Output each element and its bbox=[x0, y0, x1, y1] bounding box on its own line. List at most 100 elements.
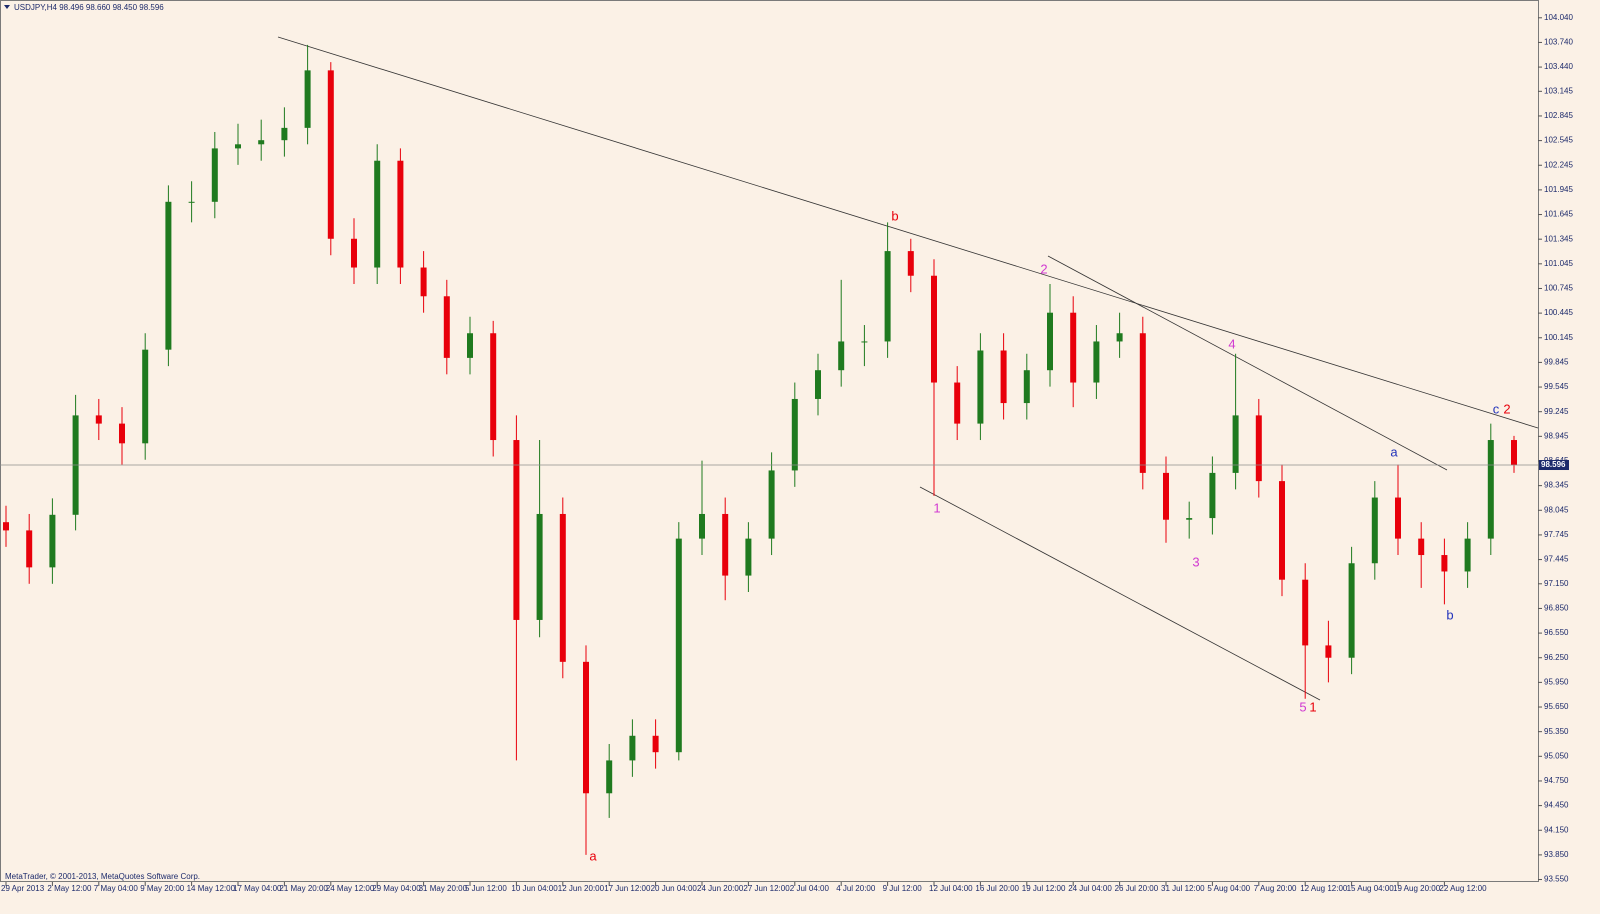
candle-body bbox=[606, 760, 613, 794]
plot-area bbox=[0, 0, 1539, 882]
y-tick-label: 96.550 bbox=[1544, 628, 1569, 637]
y-tick-label: 97.745 bbox=[1544, 530, 1569, 539]
y-tick-label: 93.850 bbox=[1544, 850, 1569, 859]
candle-body bbox=[652, 735, 659, 753]
y-tick-label: 98.045 bbox=[1544, 505, 1569, 514]
y-tick-label: 103.440 bbox=[1544, 62, 1573, 71]
candle-body bbox=[583, 661, 589, 794]
candle-body bbox=[1047, 312, 1053, 371]
x-tick-label: 5 Jun 12:00 bbox=[465, 884, 507, 893]
candle-body bbox=[1186, 518, 1193, 520]
y-tick-label: 98.345 bbox=[1544, 481, 1569, 490]
candle-body bbox=[1232, 415, 1239, 473]
candle-body bbox=[188, 201, 195, 203]
candle-body bbox=[420, 267, 427, 297]
y-tick-label: 104.040 bbox=[1544, 13, 1573, 22]
y-tick-label: 94.150 bbox=[1544, 825, 1569, 834]
x-tick-label: 2 May 12:00 bbox=[47, 884, 92, 893]
x-tick-label: 24 Jun 20:00 bbox=[697, 884, 744, 893]
candle-body bbox=[281, 127, 288, 141]
candle-body bbox=[536, 513, 543, 620]
candle-body bbox=[1464, 538, 1471, 572]
x-tick-label: 31 Jul 12:00 bbox=[1161, 884, 1205, 893]
y-tick-label: 95.650 bbox=[1544, 702, 1569, 711]
x-tick-label: 12 Jul 04:00 bbox=[929, 884, 973, 893]
x-tick-label: 21 May 20:00 bbox=[279, 884, 328, 893]
candle-body bbox=[1487, 440, 1494, 539]
y-tick-label: 101.045 bbox=[1544, 259, 1573, 268]
x-tick-label: 24 May 12:00 bbox=[326, 884, 375, 893]
y-tick-label: 99.845 bbox=[1544, 358, 1569, 367]
candle-body bbox=[1209, 472, 1216, 519]
y-tick-label: 97.150 bbox=[1544, 579, 1569, 588]
candle-body bbox=[1348, 563, 1355, 658]
x-tick-label: 17 Jun 12:00 bbox=[604, 884, 651, 893]
x-tick-label: 20 Jun 04:00 bbox=[651, 884, 698, 893]
candle-body bbox=[699, 513, 705, 539]
candle-body bbox=[722, 513, 729, 576]
candle-body bbox=[374, 160, 381, 268]
y-tick-label: 98.945 bbox=[1544, 431, 1569, 440]
x-tick-label: 9 May 20:00 bbox=[140, 884, 185, 893]
x-tick-label: 17 May 04:00 bbox=[233, 884, 282, 893]
y-tick-label: 95.050 bbox=[1544, 751, 1569, 760]
candle-body bbox=[49, 514, 56, 568]
wave-label: 2 bbox=[1503, 401, 1510, 416]
menu-arrow[interactable] bbox=[4, 5, 10, 9]
x-tick-label: 24 Jul 04:00 bbox=[1068, 884, 1112, 893]
x-tick-label: 29 Apr 2013 bbox=[1, 884, 45, 893]
x-tick-label: 26 Jul 20:00 bbox=[1115, 884, 1159, 893]
wave-label: 5 bbox=[1299, 699, 1306, 714]
candle-body bbox=[467, 333, 473, 358]
candle-body bbox=[815, 370, 821, 399]
wave-label: 1 bbox=[1309, 699, 1316, 714]
candle-body bbox=[1325, 645, 1332, 658]
candle-body bbox=[1418, 538, 1425, 556]
candle-body bbox=[95, 415, 102, 424]
candle-body bbox=[629, 735, 636, 761]
y-tick-label: 103.145 bbox=[1544, 86, 1573, 95]
y-tick-label: 102.845 bbox=[1544, 111, 1573, 120]
wave-label: c bbox=[1493, 401, 1500, 416]
y-tick-label: 96.850 bbox=[1544, 604, 1569, 613]
candle-body bbox=[258, 140, 265, 145]
candle-body bbox=[1441, 555, 1448, 572]
wave-label: a bbox=[589, 848, 597, 863]
wave-label: a bbox=[1390, 444, 1398, 459]
price-box bbox=[1539, 460, 1569, 471]
x-tick-label: 15 Aug 04:00 bbox=[1347, 884, 1395, 893]
x-tick-label: 12 Aug 12:00 bbox=[1300, 884, 1348, 893]
x-tick-label: 19 Aug 20:00 bbox=[1393, 884, 1441, 893]
x-tick-label: 7 Aug 20:00 bbox=[1254, 884, 1297, 893]
y-tick-label: 99.545 bbox=[1544, 382, 1569, 391]
y-tick-label: 99.245 bbox=[1544, 407, 1569, 416]
candle-body bbox=[977, 350, 984, 424]
candle-body bbox=[119, 423, 125, 444]
y-tick-label: 94.750 bbox=[1544, 776, 1569, 785]
candle-body bbox=[1116, 333, 1123, 342]
x-tick-label: 14 May 12:00 bbox=[187, 884, 236, 893]
x-tick-label: 29 May 04:00 bbox=[372, 884, 421, 893]
x-tick-label: 7 May 04:00 bbox=[94, 884, 139, 893]
trendline bbox=[919, 486, 1321, 701]
chart-header: USDJPY,H4 98.496 98.660 98.450 98.596 bbox=[14, 3, 164, 12]
x-tick-label: 12 Jun 20:00 bbox=[558, 884, 605, 893]
y-tick-label: 100.445 bbox=[1544, 308, 1573, 317]
candle-body bbox=[397, 160, 404, 268]
x-tick-label: 4 Jul 20:00 bbox=[836, 884, 876, 893]
y-tick-label: 94.450 bbox=[1544, 801, 1569, 810]
y-tick-label: 101.345 bbox=[1544, 234, 1573, 243]
candle-body bbox=[1302, 579, 1309, 646]
candle-body bbox=[3, 522, 9, 531]
y-tick-label: 101.945 bbox=[1544, 185, 1573, 194]
candle-body bbox=[304, 70, 311, 128]
wave-label: b bbox=[891, 208, 898, 223]
y-tick-label: 97.445 bbox=[1544, 555, 1569, 564]
candle-body bbox=[1163, 472, 1169, 520]
candle-body bbox=[1279, 481, 1285, 580]
wave-label: 2 bbox=[1040, 261, 1047, 276]
candle-body bbox=[142, 349, 149, 444]
wave-label: 3 bbox=[1192, 554, 1199, 569]
y-tick-label: 95.950 bbox=[1544, 677, 1569, 686]
